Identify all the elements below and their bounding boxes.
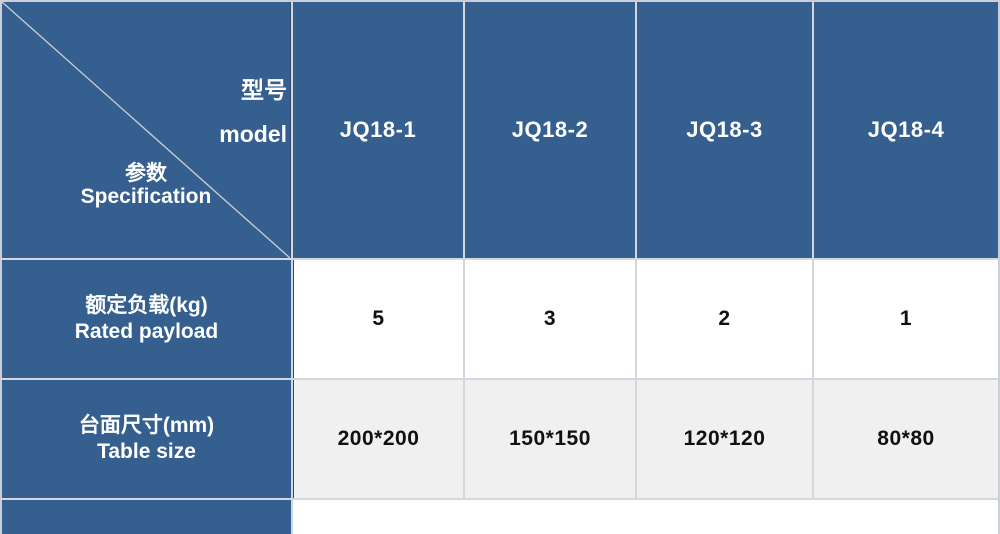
cell-table-size-jq18-4: 80*80: [814, 380, 998, 498]
column-header-jq18-3: JQ18-3: [637, 2, 812, 258]
cell-rated-payload-jq18-1: 5: [293, 260, 463, 378]
column-header-jq18-4: JQ18-4: [814, 2, 998, 258]
row-label-rated-payload-cn: 额定负载(kg): [85, 294, 208, 317]
column-header-jq18-1: JQ18-1: [293, 2, 463, 258]
corner-spec-label: 参数 Specification: [2, 162, 290, 208]
cell-table-size-jq18-3: 120*120: [637, 380, 812, 498]
corner-model-label-en: model: [219, 121, 287, 147]
corner-header-cell: 型号 model 参数 Specification: [2, 2, 291, 258]
cell-rated-payload-jq18-4: 1: [814, 260, 998, 378]
cell-table-size-jq18-2: 150*150: [465, 380, 635, 498]
row-label-table-size-en: Table size: [97, 440, 196, 463]
corner-model-label-cn: 型号: [241, 77, 287, 103]
row-label-table-size-cn: 台面尺寸(mm): [78, 414, 215, 437]
row-label-rated-payload-en: Rated payload: [74, 320, 219, 343]
row-label-table-size: 台面尺寸(mm) Table size: [2, 380, 291, 498]
diagonal-divider-line: [2, 2, 290, 258]
row-label-rated-payload: 额定负载(kg) Rated payload: [2, 260, 291, 378]
cell-rated-payload-jq18-2: 3: [465, 260, 635, 378]
row-partial-data-area: [293, 500, 998, 534]
row-label-partial: [2, 500, 291, 534]
corner-model-label: 型号 model: [219, 68, 287, 156]
column-header-jq18-2: JQ18-2: [465, 2, 635, 258]
cell-rated-payload-jq18-3: 2: [637, 260, 812, 378]
corner-spec-label-en: Specification: [80, 185, 212, 208]
corner-spec-label-cn: 参数: [125, 162, 167, 185]
cell-table-size-jq18-1: 200*200: [293, 380, 463, 498]
